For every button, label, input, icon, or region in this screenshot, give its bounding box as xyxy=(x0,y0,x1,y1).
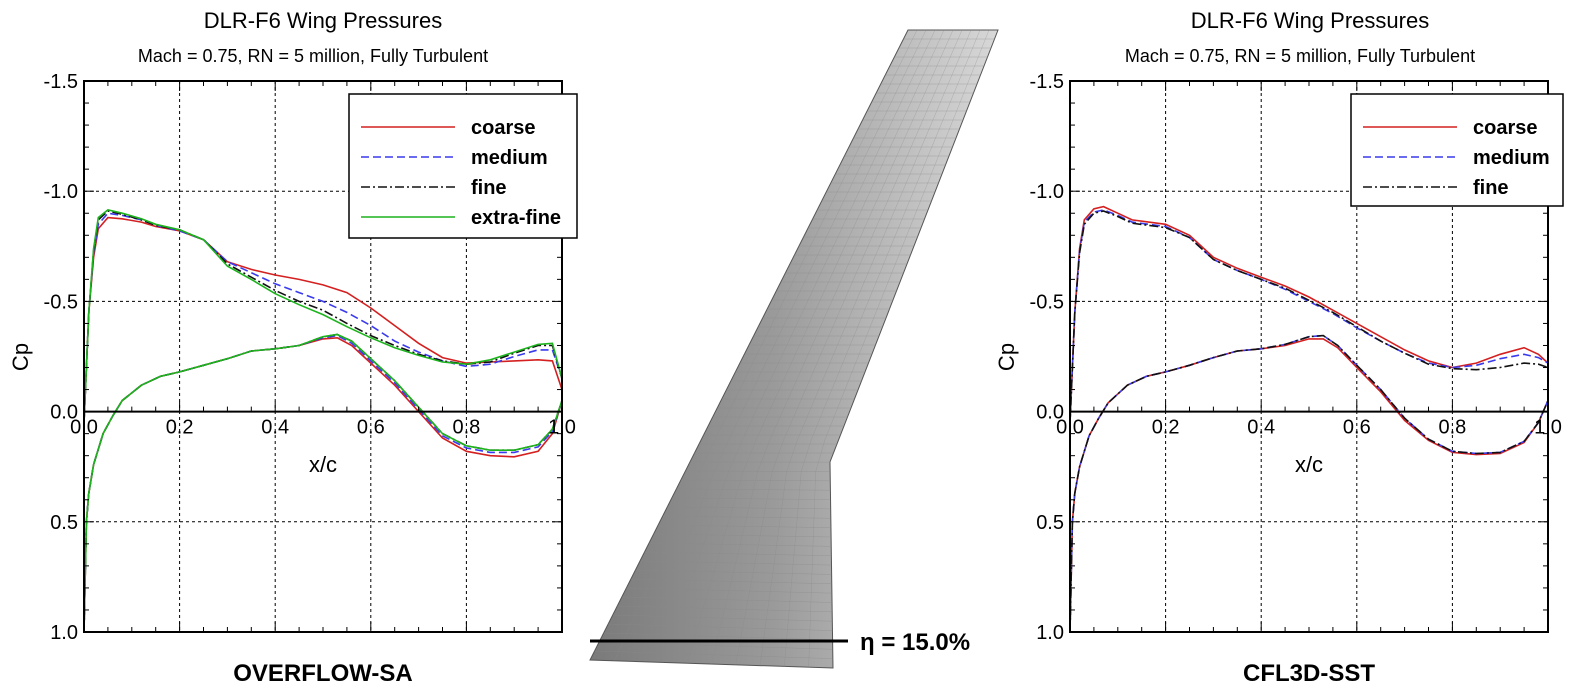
series-coarse-upper-line xyxy=(1069,205,1549,423)
y-axis-label: Cp xyxy=(8,343,33,371)
legend-label-coarse: coarse xyxy=(1473,117,1538,139)
legend: coarse medium fine xyxy=(1350,93,1564,207)
legend-label-medium: medium xyxy=(471,147,548,169)
x-tick-label: 1.0 xyxy=(1534,417,1562,439)
y-tick-label: -1.5 xyxy=(44,71,78,93)
x-tick-label: 0.8 xyxy=(452,417,480,439)
legend-label-fine: fine xyxy=(1473,177,1509,199)
series-medium-upper-line xyxy=(83,212,563,423)
y-tick-label: 0.0 xyxy=(1036,402,1064,424)
series-medium-lower-line xyxy=(83,334,563,633)
x-tick-label: 0.4 xyxy=(261,417,289,439)
legend-label-fine: fine xyxy=(471,177,507,199)
x-tick-label: 0.2 xyxy=(1152,417,1180,439)
mesh-chord-line xyxy=(614,29,918,661)
legend-box xyxy=(348,93,578,239)
chart-title: DLR-F6 Wing Pressures xyxy=(204,8,442,33)
series-medium-upper-line xyxy=(1069,209,1549,423)
chart-title: DLR-F6 Wing Pressures xyxy=(1191,8,1429,33)
chart-subtitle: Mach = 0.75, RN = 5 million, Fully Turbu… xyxy=(1125,46,1475,66)
y-tick-label: -1.5 xyxy=(1030,71,1064,93)
mesh-chord-line xyxy=(662,29,936,663)
legend-label-extra-fine: extra-fine xyxy=(471,207,561,229)
x-tick-label: 0.6 xyxy=(357,417,385,439)
x-tick-label: 0.0 xyxy=(70,417,98,439)
chart-caption: OVERFLOW-SA xyxy=(233,660,413,687)
chart-subtitle: Mach = 0.75, RN = 5 million, Fully Turbu… xyxy=(138,46,488,66)
y-tick-label: -1.0 xyxy=(44,181,78,203)
chart-caption: CFL3D-SST xyxy=(1243,660,1375,687)
y-tick-label: 0.0 xyxy=(50,402,78,424)
legend-label-coarse: coarse xyxy=(471,117,536,139)
legend: coarse medium fine extra-fine xyxy=(348,93,578,239)
x-tick-label: 1.0 xyxy=(548,417,576,439)
series-coarse-upper-line xyxy=(83,216,563,423)
series-fine-lower-line xyxy=(1069,334,1549,633)
wing-mesh-diagram: η = 15.0% xyxy=(589,29,999,669)
mesh-chord-line xyxy=(735,29,963,665)
y-tick-label: -1.0 xyxy=(1030,181,1064,203)
y-tick-label: 0.5 xyxy=(1036,512,1064,534)
mesh-chord-line xyxy=(638,29,927,662)
cfl3d-sst-chart: DLR-F6 Wing Pressures Mach = 0.75, RN = … xyxy=(994,8,1564,687)
x-tick-label: 0.0 xyxy=(1056,417,1084,439)
y-tick-label: -0.5 xyxy=(44,291,78,313)
y-tick-label: 0.5 xyxy=(50,512,78,534)
mesh-chord-line xyxy=(686,29,945,664)
series-coarse-lower-line xyxy=(83,336,563,633)
y-tick-label: -0.5 xyxy=(1030,291,1064,313)
mesh-chord-line xyxy=(784,29,981,667)
x-axis-label: x/c xyxy=(1295,452,1323,477)
x-tick-label: 0.2 xyxy=(166,417,194,439)
station-label: η = 15.0% xyxy=(860,629,970,656)
series-extra-fine-lower-line xyxy=(83,333,563,633)
series-coarse-lower-line xyxy=(1069,338,1549,633)
mesh-chord-line xyxy=(808,29,990,668)
mesh-chord-line xyxy=(711,29,954,665)
x-axis-label: x/c xyxy=(309,452,337,477)
overflow-sa-chart: DLR-F6 Wing Pressures Mach = 0.75, RN = … xyxy=(8,8,578,687)
wing-surface xyxy=(589,29,999,669)
series-fine-upper-line xyxy=(83,210,563,423)
legend-label-medium: medium xyxy=(1473,147,1550,169)
mesh-chord-line xyxy=(759,29,972,666)
x-tick-label: 0.8 xyxy=(1438,417,1466,439)
y-axis-label: Cp xyxy=(994,343,1019,371)
series-medium-lower-line xyxy=(1069,334,1549,633)
y-tick-label: 1.0 xyxy=(1036,622,1064,644)
series-extra-fine-upper-line xyxy=(83,209,563,423)
x-tick-label: 0.4 xyxy=(1247,417,1275,439)
y-tick-label: 1.0 xyxy=(50,622,78,644)
x-tick-label: 0.6 xyxy=(1343,417,1371,439)
series-fine-upper-line xyxy=(1069,210,1549,423)
